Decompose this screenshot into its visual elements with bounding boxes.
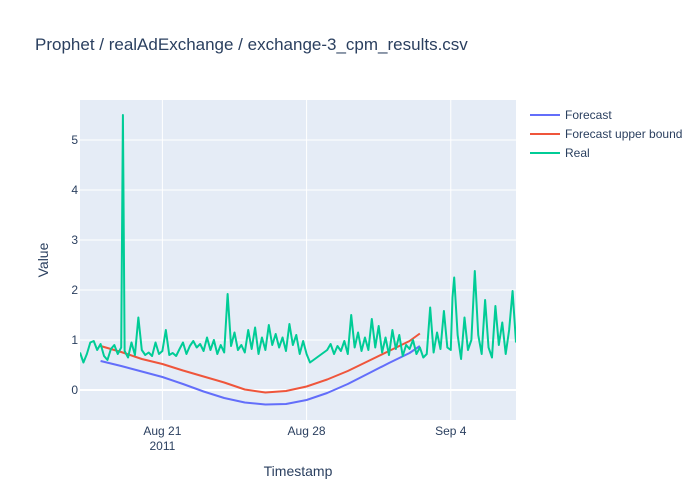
y-tick-label: 2 xyxy=(71,283,78,297)
y-tick-label: 0 xyxy=(71,383,78,397)
y-tick-label: 3 xyxy=(71,233,78,247)
y-tick-label: 5 xyxy=(71,133,78,147)
y-axis-ticks: 0 1 2 3 4 5 xyxy=(71,133,78,397)
x-gridlines xyxy=(161,100,452,420)
x-tick-sublabel: 2011 xyxy=(149,439,175,453)
plot-area xyxy=(80,100,516,420)
legend-label: Forecast xyxy=(565,108,612,122)
series-line-forecast xyxy=(100,345,421,406)
y-tick-label: 1 xyxy=(71,333,78,347)
x-tick-label: Sep 4 xyxy=(435,424,467,438)
series-layer xyxy=(80,114,516,406)
x-tick-label: Aug 21 xyxy=(143,424,181,438)
legend-label: Real xyxy=(565,146,590,160)
chart-title: Prophet / realAdExchange / exchange-3_cp… xyxy=(35,35,468,54)
legend-item[interactable]: Forecast upper bound xyxy=(530,127,682,141)
y-tick-label: 4 xyxy=(71,183,78,197)
series-line-real xyxy=(80,114,516,364)
y-axis-title: Value xyxy=(35,242,51,277)
x-tick-label: Aug 28 xyxy=(288,424,326,438)
legend-item[interactable]: Forecast xyxy=(530,108,612,122)
legend-label: Forecast upper bound xyxy=(565,127,682,141)
x-axis-title: Timestamp xyxy=(264,463,333,479)
legend[interactable]: Forecast Forecast upper bound Real xyxy=(530,108,682,160)
legend-item[interactable]: Real xyxy=(530,146,590,160)
series-line-forecast-upper-bound xyxy=(100,332,421,394)
